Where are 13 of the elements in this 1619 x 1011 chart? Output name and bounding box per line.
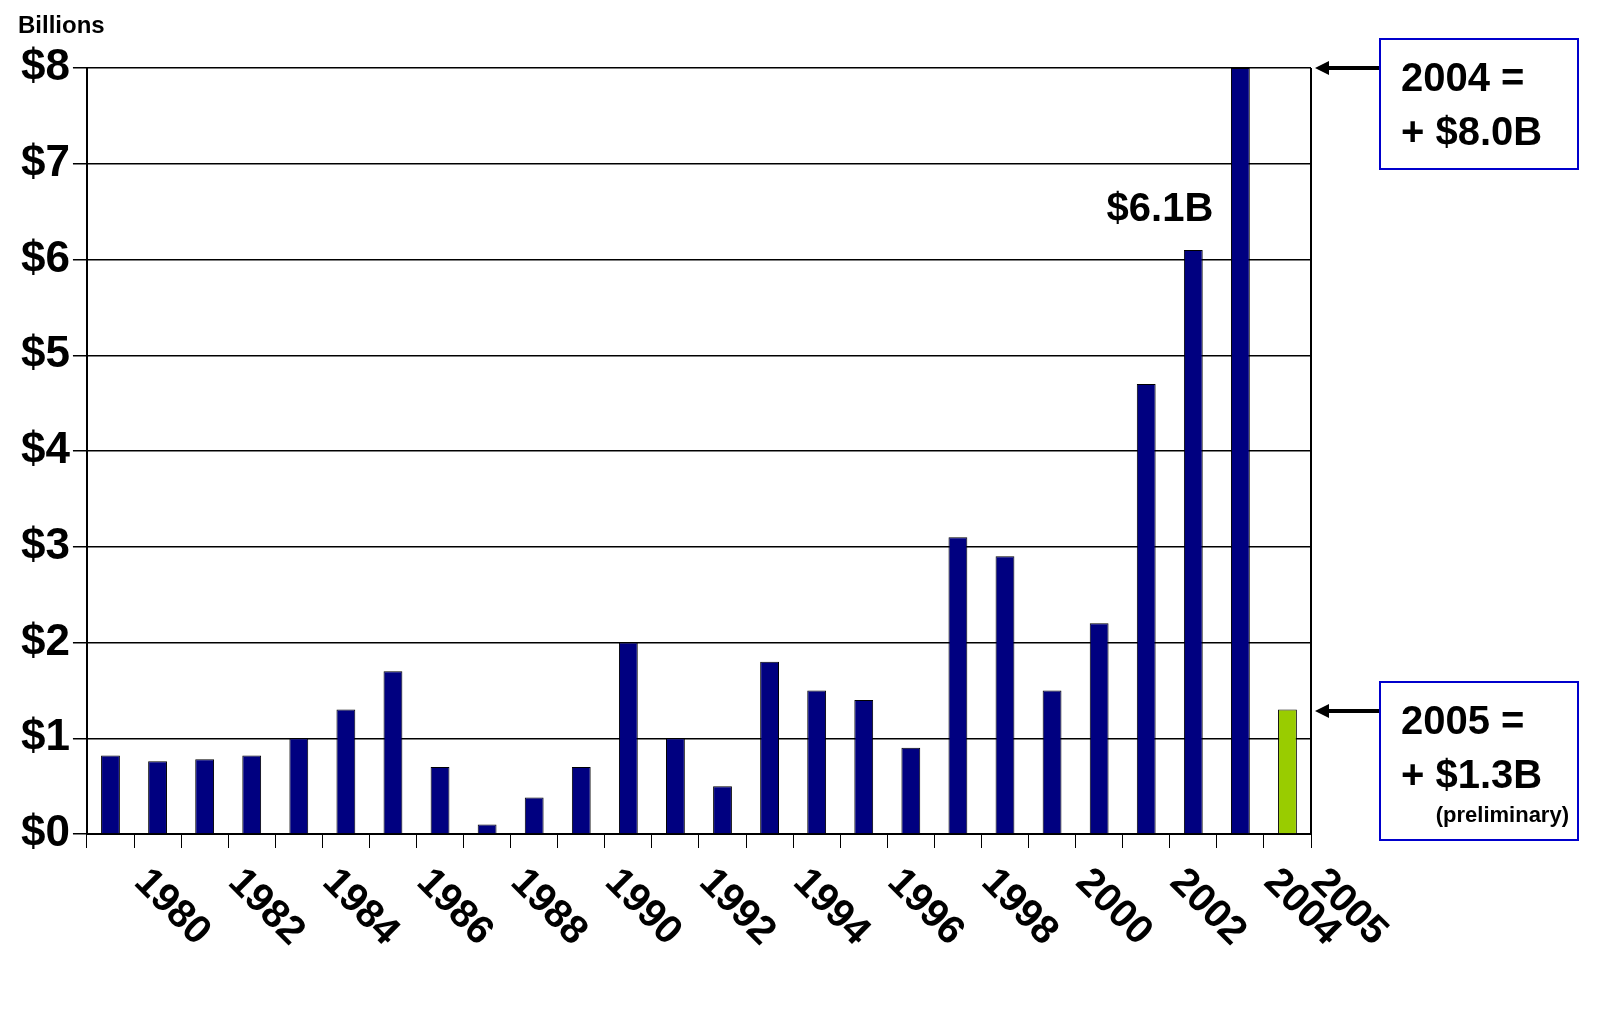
y-tick-label: $6 bbox=[20, 231, 70, 281]
y-tick-label: $1 bbox=[20, 710, 70, 760]
y-tick-label: $2 bbox=[20, 614, 70, 664]
y-tick-label: $0 bbox=[20, 806, 70, 856]
data-label: $6.1B bbox=[1106, 184, 1214, 229]
y-tick-label: $5 bbox=[20, 327, 70, 377]
y-tick-label: $8 bbox=[20, 40, 70, 90]
y-tick-label: $3 bbox=[20, 518, 70, 568]
text: 2004 = + $8.0B bbox=[1400, 54, 1544, 155]
y-axis-title: Billions bbox=[18, 10, 105, 38]
y-tick-label: $4 bbox=[20, 423, 71, 473]
y-tick-label: $7 bbox=[20, 135, 70, 185]
text: 2005 = + $1.3B (preliminary) bbox=[1400, 697, 1569, 830]
